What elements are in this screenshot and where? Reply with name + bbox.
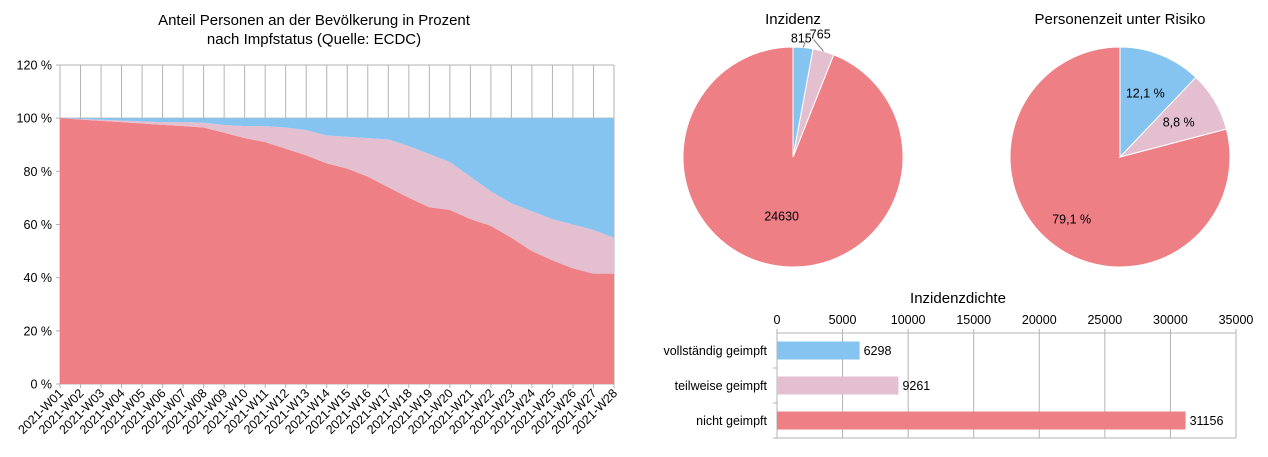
pie-data-label: 79,1 % [1052,213,1091,227]
x-tick-label: 10000 [891,313,926,327]
bar-chart-bars [777,341,1186,430]
bar-chart-title: Inzidenzdichte [910,290,1006,307]
area-chart-title: Anteil Personen an der Bevölkerung in Pr… [158,12,471,29]
y-tick-label: 100 % [17,112,52,126]
pie-data-label: 12,1 % [1126,87,1165,101]
area-chart: Anteil Personen an der Bevölkerung in Pr… [15,12,620,437]
pie-inzidenz-slices [682,46,904,268]
bar-chart-x-tick-labels: 0 5000 10000 15000 20000 25000 30000 35000 [774,313,1254,327]
category-label: teilweise geimpft [675,379,768,393]
pie-leader-line [802,35,809,48]
pie-chart-personenzeit: Personenzeit unter Risiko 79,1 % 8,8 % 12,… [1009,11,1231,268]
y-tick-label: 120 % [17,59,52,73]
pie-data-label: 8,8 % [1163,115,1195,129]
area-chart-subtitle: nach Impfstatus (Quelle: ECDC) [207,31,421,48]
x-tick-label: 20000 [1022,313,1057,327]
x-tick-label: 5000 [829,313,857,327]
y-tick-label: 20 % [24,324,53,338]
area-chart-y-tick-labels: 0 % 20 % 40 % 60 % 80 % 100 % 120 % [17,59,52,392]
pie-personenzeit-labels: 79,1 % 8,8 % 12,1 % [1052,87,1194,227]
bar [777,341,860,360]
bar-value-label: 31156 [1190,414,1224,428]
pie-slice [1119,46,1197,159]
category-label: nicht geimpft [696,414,767,428]
area-series-1 [60,118,614,274]
pie-data-label: 24630 [764,209,799,223]
y-tick-label: 80 % [24,165,53,179]
bar-chart-category-labels: vollständig geimpft teilweise geimpft nich… [663,344,767,428]
x-tick-label: 0 [774,313,781,327]
x-tick-label: 25000 [1087,313,1122,327]
y-tick-label: 0 % [30,378,52,392]
pie-inzidenz-title: Inzidenz [765,11,821,28]
bar-value-label: 9261 [902,379,930,393]
area-chart-series [60,118,614,385]
bar-chart-value-labels: 6298 9261 31156 [864,344,1224,428]
area-chart-x-tick-labels: 2021-W012021-W022021-W032021-W042021-W05… [15,386,620,437]
bar-value-label: 6298 [864,344,892,358]
y-tick-label: 60 % [24,218,53,232]
pie-personenzeit-title: Personenzeit unter Risiko [1035,11,1206,28]
category-label: vollständig geimpft [663,344,767,358]
bar-chart-inzidenzdichte: Inzidenzdichte 0 5000 10000 15000 20000 25000… [663,290,1254,439]
x-tick-label: 30000 [1153,313,1188,327]
x-tick-label: 35000 [1219,313,1254,327]
bar [777,411,1186,430]
pie-data-label: 765 [810,27,831,41]
pie-data-label: 815 [791,32,812,46]
area-series-2 [60,118,614,238]
bar [777,376,899,395]
y-tick-label: 40 % [24,271,53,285]
pie-personenzeit-slices [1009,46,1231,268]
x-tick-label: 15000 [956,313,991,327]
pie-leader-line [813,39,824,52]
area-series-0 [60,118,614,385]
